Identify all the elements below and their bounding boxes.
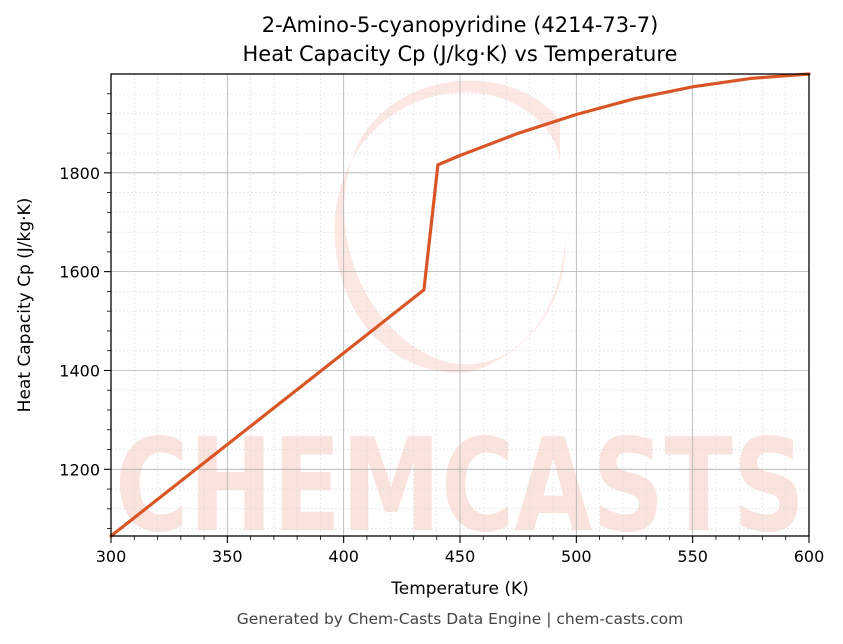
x-tick-label: 400 xyxy=(328,547,359,566)
x-axis-label: Temperature (K) xyxy=(390,579,529,599)
y-axis-ticks: 1200 1400 1600 1800 xyxy=(59,93,111,529)
series-line xyxy=(109,72,811,538)
x-tick-label: 450 xyxy=(445,547,476,566)
x-tick-label: 300 xyxy=(96,547,127,566)
x-tick-label: 600 xyxy=(794,547,825,566)
y-tick-label: 1600 xyxy=(59,263,100,282)
x-axis-ticks: 300 350 400 450 500 550 600 xyxy=(96,536,825,566)
x-tick-label: 350 xyxy=(212,547,243,566)
y-tick-label: 1200 xyxy=(59,460,100,479)
series-layer xyxy=(109,72,811,538)
chart-title-line2: Heat Capacity Cp (J/kg·K) vs Temperature xyxy=(243,42,678,66)
footer-credit: Generated by Chem-Casts Data Engine | ch… xyxy=(237,610,683,628)
y-tick-label: 1400 xyxy=(59,361,100,380)
y-axis-label: Heat Capacity Cp (J/kg·K) xyxy=(15,198,35,413)
watermark-swirl xyxy=(334,80,566,373)
x-tick-label: 550 xyxy=(677,547,708,566)
chart-title-line1: 2-Amino-5-cyanopyridine (4214-73-7) xyxy=(262,13,659,37)
x-tick-label: 500 xyxy=(561,547,592,566)
y-tick-label: 1800 xyxy=(59,164,100,183)
